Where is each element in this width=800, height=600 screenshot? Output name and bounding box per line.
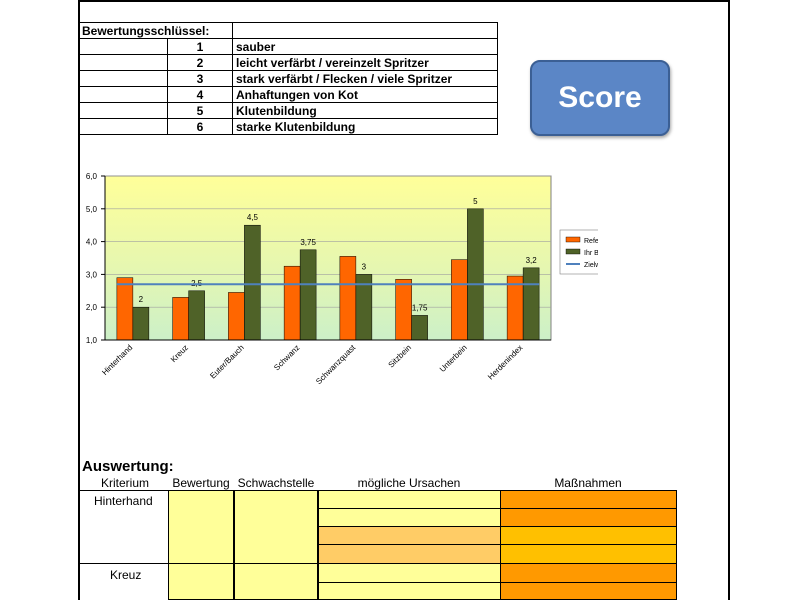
rating-description: Anhaftungen von Kot bbox=[232, 86, 498, 103]
rating-description: starke Klutenbildung bbox=[232, 118, 498, 135]
header-massnahmen: Maßnahmen bbox=[554, 476, 622, 490]
cause-cell[interactable] bbox=[318, 582, 501, 600]
bar-ihr-betrieb bbox=[244, 224, 261, 341]
rating-score: 1 bbox=[167, 38, 233, 55]
rating-key-table: Bewertungsschlüssel: 1 sauber 2 leicht v… bbox=[78, 22, 498, 135]
chart-legend: Referenzbetriebe Ihr Betrieb Zielwert bbox=[559, 229, 598, 275]
evaluation-title: Auswertung: bbox=[82, 458, 174, 475]
bar-ihr-betrieb bbox=[299, 249, 317, 341]
rating-key-row: 4 Anhaftungen von Kot bbox=[78, 86, 498, 103]
bar-referenzbetriebe bbox=[339, 256, 357, 341]
bar-referenzbetriebe bbox=[283, 265, 301, 341]
rating-description: sauber bbox=[232, 38, 498, 55]
criterion-hinterhand: Hinterhand bbox=[94, 494, 153, 508]
y-axis: 1,0 2,0 3,0 4,0 5,0 6,0 bbox=[86, 172, 106, 345]
y-tick-label: 4,0 bbox=[86, 238, 98, 247]
rating-score: 2 bbox=[167, 54, 233, 71]
data-label: 3,75 bbox=[300, 238, 316, 247]
rating-description: Klutenbildung bbox=[232, 102, 498, 119]
header-bewertung: Bewertung bbox=[172, 476, 230, 490]
rating-score: 3 bbox=[167, 70, 233, 87]
x-tick-label: Euter/Bauch bbox=[208, 343, 245, 380]
legend-swatch bbox=[565, 236, 581, 243]
rating-key-row: 1 sauber bbox=[78, 38, 498, 55]
rating-score: 4 bbox=[167, 86, 233, 103]
weakness-cell[interactable] bbox=[234, 490, 318, 564]
x-tick-label: Schwanzquast bbox=[314, 343, 358, 387]
x-tick-label: Kreuz bbox=[169, 343, 190, 364]
rating-description: leicht verfärbt / vereinzelt Spritzer bbox=[232, 54, 498, 71]
score-chart: 1,02,03,04,05,06,0 22,54,53,7531,7553,2 … bbox=[86, 172, 598, 387]
measure-cell[interactable] bbox=[500, 490, 677, 509]
bar-referenzbetriebe bbox=[116, 277, 134, 341]
cause-cell[interactable] bbox=[318, 526, 501, 545]
data-label: 4,5 bbox=[247, 213, 259, 222]
bar-referenzbetriebe bbox=[451, 259, 468, 341]
rating-key-row: 3 stark verfärbt / Flecken / viele Sprit… bbox=[78, 70, 498, 87]
x-tick-label: Unterbein bbox=[438, 343, 469, 374]
bar-referenzbetriebe bbox=[395, 279, 412, 341]
header-kriterium: Kriterium bbox=[100, 476, 149, 490]
y-tick-label: 2,0 bbox=[86, 303, 98, 312]
x-tick-label: Herdenindex bbox=[486, 343, 524, 381]
x-axis: Hinterhand Kreuz Euter/Bauch Schwanz Schwanz… bbox=[100, 339, 551, 387]
header-moegliche-ursachen: mögliche Ursachen bbox=[357, 476, 461, 490]
data-label: 5 bbox=[473, 197, 478, 206]
rating-cell[interactable] bbox=[168, 490, 234, 564]
bar-ihr-betrieb bbox=[132, 306, 150, 341]
bar-ihr-betrieb bbox=[188, 290, 205, 341]
bar-ihr-betrieb bbox=[411, 315, 428, 341]
measure-cell[interactable] bbox=[500, 508, 677, 527]
rating-key-blank bbox=[232, 22, 498, 39]
x-tick-label: Sitzbein bbox=[387, 343, 413, 369]
score-button[interactable]: Score bbox=[530, 60, 670, 136]
cause-cell[interactable] bbox=[318, 544, 501, 564]
data-label: 3 bbox=[362, 262, 367, 271]
cause-cell[interactable] bbox=[318, 490, 501, 509]
data-label: 3,2 bbox=[526, 256, 538, 265]
measure-cell[interactable] bbox=[500, 582, 677, 600]
legend-label: Ihr Betrieb bbox=[584, 250, 598, 257]
bar-referenzbetriebe bbox=[228, 292, 245, 341]
rating-key-row: 6 starke Klutenbildung bbox=[78, 118, 498, 135]
rating-cell[interactable] bbox=[168, 563, 234, 600]
rating-description: stark verfärbt / Flecken / viele Spritze… bbox=[232, 70, 498, 87]
x-tick-label: Hinterhand bbox=[100, 343, 134, 377]
rating-key-row: 2 leicht verfärbt / vereinzelt Spritzer bbox=[78, 54, 498, 71]
y-tick-label: 1,0 bbox=[86, 336, 98, 345]
plot-area bbox=[104, 175, 552, 341]
y-tick-label: 6,0 bbox=[86, 172, 98, 181]
data-label: 1,75 bbox=[412, 303, 428, 312]
weakness-cell[interactable] bbox=[234, 563, 318, 600]
rating-score: 6 bbox=[167, 118, 233, 135]
bar-ihr-betrieb bbox=[467, 208, 484, 341]
cause-cell[interactable] bbox=[318, 508, 501, 527]
measure-cell[interactable] bbox=[500, 563, 677, 583]
bar-referenzbetriebe bbox=[506, 275, 524, 341]
data-label: 2 bbox=[139, 295, 144, 304]
legend-label: Referenzbetriebe bbox=[584, 238, 598, 245]
y-tick-label: 3,0 bbox=[86, 270, 98, 279]
measure-cell[interactable] bbox=[500, 526, 677, 545]
bar-ihr-betrieb bbox=[522, 267, 540, 341]
header-schwachstelle: Schwachstelle bbox=[237, 476, 315, 490]
rating-key-title: Bewertungsschlüssel: bbox=[78, 22, 233, 39]
y-tick-label: 5,0 bbox=[86, 205, 98, 214]
rating-key-row: 5 Klutenbildung bbox=[78, 102, 498, 119]
rating-key-header-row: Bewertungsschlüssel: bbox=[78, 22, 498, 39]
rating-score: 5 bbox=[167, 102, 233, 119]
legend-swatch bbox=[565, 248, 581, 255]
criterion-kreuz: Kreuz bbox=[110, 568, 142, 582]
measure-cell[interactable] bbox=[500, 544, 677, 564]
legend-label: Zielwert bbox=[584, 262, 598, 269]
x-tick-label: Schwanz bbox=[272, 343, 301, 372]
bar-referenzbetriebe bbox=[172, 297, 189, 341]
cause-cell[interactable] bbox=[318, 563, 501, 583]
chart-gridlines bbox=[104, 175, 552, 341]
